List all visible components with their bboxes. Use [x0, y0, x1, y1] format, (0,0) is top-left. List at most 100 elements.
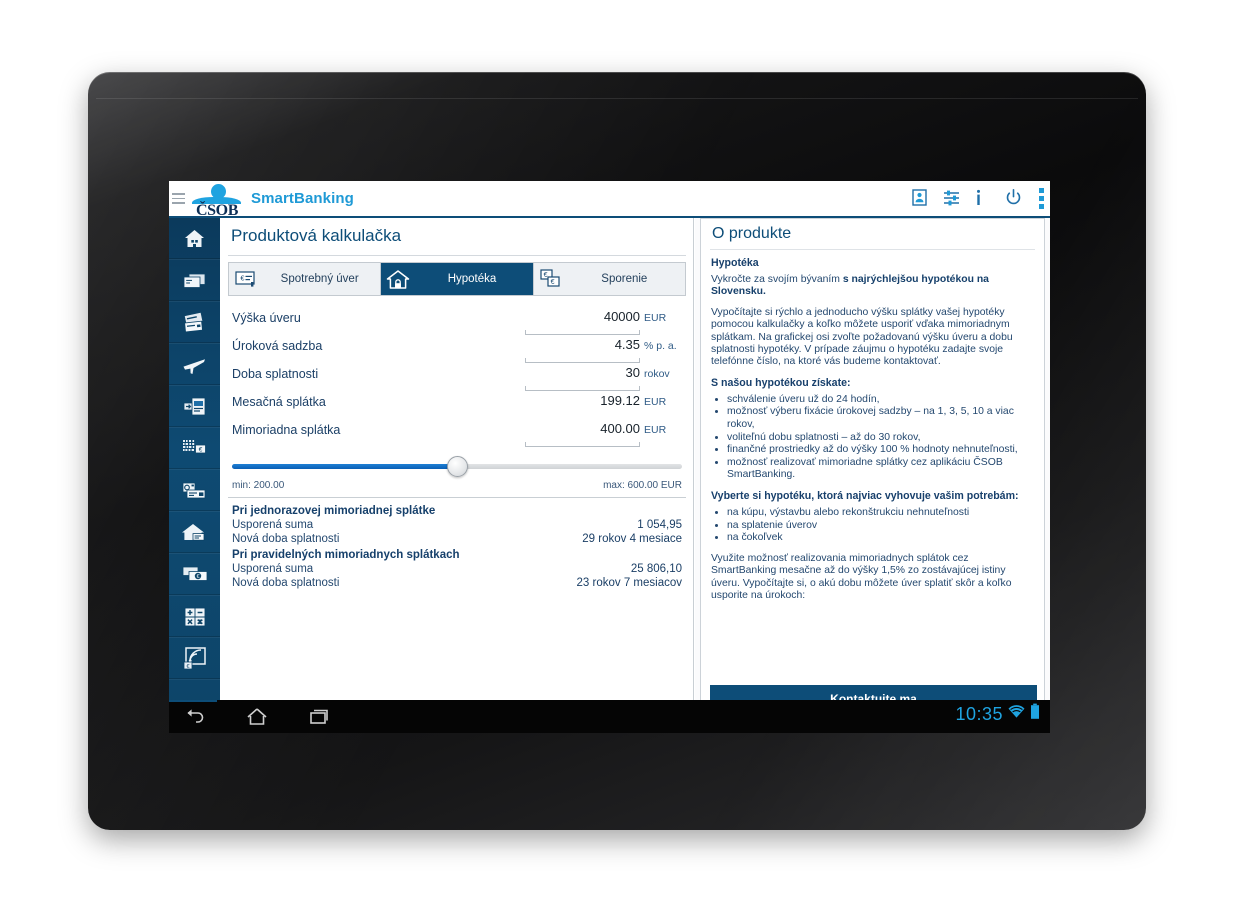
- list-item: voliteľnú dobu splatnosti – až do 30 rok…: [727, 432, 1035, 445]
- result-group-heading: Pri jednorazovej mimoriadnej splátke: [232, 505, 436, 517]
- title-divider: [228, 255, 686, 256]
- info-icon[interactable]: [974, 189, 991, 208]
- slider-fill: [232, 464, 457, 469]
- result-row: Usporená suma 25 806,10: [228, 562, 686, 576]
- transfer-device-icon: [183, 396, 207, 417]
- wifi-icon: [1007, 704, 1026, 725]
- slider-min-label: min: 200.00: [232, 480, 285, 491]
- euro-notes-icon: € €: [534, 269, 568, 289]
- field-label: Úroková sadzba: [232, 339, 323, 353]
- product-info-title: O produkte: [712, 225, 792, 242]
- product-paragraph-2: Využite možnosť realizovania mimoriadnyc…: [711, 552, 1012, 601]
- house-lock-icon: [381, 269, 415, 290]
- sidebar-item-home[interactable]: [169, 218, 220, 260]
- field-value: 199.12: [600, 393, 640, 408]
- sidebar-item-transfer[interactable]: [169, 386, 220, 428]
- product-paragraph-1: Vypočítajte si rýchlo a jednoducho výšku…: [711, 306, 1013, 368]
- field-mimoriadna-splatka[interactable]: Mimoriadna splátka 400.00 EUR: [228, 418, 686, 447]
- field-underline: [525, 330, 640, 335]
- status-area: 10:35: [955, 703, 1040, 725]
- power-icon[interactable]: [1005, 189, 1022, 208]
- field-vyska-uveru[interactable]: Výška úveru 40000 EUR: [228, 306, 686, 335]
- product-info-divider: [710, 249, 1035, 250]
- sidebar-item-photo-payment[interactable]: [169, 470, 220, 512]
- sidebar-item-payments[interactable]: [169, 302, 220, 344]
- product-intro: Vykročte za svojím bývaním s najrýchlejš…: [711, 274, 1035, 299]
- app-title: SmartBanking: [251, 190, 354, 207]
- status-clock: 10:35: [955, 703, 1003, 724]
- result-label: Usporená suma: [232, 563, 314, 575]
- cards-stack-icon: [182, 311, 207, 334]
- svg-text:€: €: [199, 446, 203, 453]
- choose-heading: Vyberte si hypotéku, ktorá najviac vyhov…: [711, 490, 1019, 502]
- field-value[interactable]: 40000: [603, 309, 640, 324]
- mimoriadna-splatka-slider[interactable]: [232, 456, 682, 477]
- product-heading: Hypotéka: [711, 257, 759, 269]
- field-doba-splatnosti[interactable]: Doba splatnosti 30 rokov: [228, 362, 686, 391]
- field-underline: [525, 442, 640, 447]
- sidebar-item-cash[interactable]: €: [169, 554, 220, 596]
- result-value: 25 806,10: [630, 563, 682, 575]
- contactless-signal-icon: €: [183, 647, 207, 670]
- sidebar: €: [169, 218, 220, 733]
- recents-icon[interactable]: [307, 705, 331, 728]
- field-value[interactable]: 4.35: [614, 337, 640, 352]
- svg-text:€: €: [186, 664, 190, 670]
- list-item: na kúpu, výstavbu alebo rekonštrukciu ne…: [727, 507, 1035, 520]
- product-info-panel: O produkte Hypotéka Vykročte za svojím b…: [695, 218, 1050, 733]
- logo-dot-shape: [211, 184, 226, 199]
- sidebar-item-calculator[interactable]: [169, 596, 220, 638]
- field-label: Mesačná splátka: [232, 395, 326, 409]
- choices-list: na kúpu, výstavbu alebo rekonštrukciu ne…: [727, 507, 1035, 545]
- hamburger-icon[interactable]: [172, 193, 185, 205]
- home-outline-icon[interactable]: [245, 705, 269, 728]
- qr-code-icon: €: [182, 438, 207, 459]
- field-urokova-sadzba[interactable]: Úroková sadzba 4.35 % p. a.: [228, 334, 686, 363]
- sidebar-item-qrcode[interactable]: €: [169, 428, 220, 470]
- sidebar-item-mortgage[interactable]: [169, 512, 220, 554]
- field-unit: EUR: [644, 396, 667, 408]
- slider-thumb[interactable]: [446, 456, 468, 477]
- back-arrow-icon[interactable]: [183, 705, 207, 728]
- battery-icon: [1030, 703, 1040, 725]
- svg-text:€: €: [240, 274, 244, 283]
- tab-spotrebny-uver[interactable]: € Spotrebný úver: [229, 263, 382, 295]
- field-underline: [525, 358, 640, 363]
- android-navigation-bar: 10:35: [169, 700, 1050, 733]
- tab-bar: € Spotrebný úver Hypotéka: [228, 262, 686, 296]
- page-title: Produktová kalkulačka: [231, 226, 402, 245]
- svg-text:€: €: [550, 279, 554, 286]
- result-label: Nová doba splatnosti: [232, 577, 340, 589]
- list-item: schválenie úveru už do 24 hodín,: [727, 394, 1035, 407]
- result-row: Nová doba splatnosti 29 rokov 4 mesiace: [228, 532, 686, 546]
- field-value[interactable]: 400.00: [600, 421, 640, 436]
- field-value[interactable]: 30: [625, 365, 640, 380]
- sidebar-item-accounts[interactable]: [169, 260, 220, 302]
- svg-text:€: €: [196, 574, 199, 580]
- logo-bar-shape: [192, 197, 241, 204]
- list-item: finančné prostriedky až do výšky 100 % h…: [727, 444, 1035, 457]
- tab-sporenie[interactable]: € € Sporenie: [533, 263, 685, 295]
- field-unit: EUR: [644, 312, 667, 324]
- overflow-menu-icon[interactable]: [1039, 188, 1044, 209]
- intro-bold: s najrýchlejšou hypotékou na Slovensku.: [711, 274, 989, 298]
- logo-text: ČSOB: [196, 202, 238, 219]
- field-label: Mimoriadna splátka: [232, 423, 341, 437]
- result-group-heading: Pri pravidelných mimoriadnych splátkach: [232, 549, 460, 561]
- bezel-seam: [96, 98, 1138, 99]
- sidebar-item-branches[interactable]: €: [169, 638, 220, 680]
- list-item: na čokoľvek: [727, 532, 1035, 545]
- settings-sliders-icon[interactable]: [943, 189, 960, 208]
- result-row: Usporená suma 1 054,95: [228, 518, 686, 532]
- list-item: na splatenie úverov: [727, 520, 1035, 533]
- list-item: možnosť výberu fixácie úrokovej sadzby –…: [727, 406, 1035, 431]
- contact-card-icon[interactable]: [912, 189, 929, 208]
- nav-accent-stripe: [169, 700, 217, 702]
- tab-label: Hypotéka: [447, 273, 497, 285]
- calculator-icon: [184, 607, 206, 627]
- tab-hypoteka[interactable]: Hypotéka: [381, 263, 534, 295]
- tablet-screen: ČSOB SmartBanking: [169, 181, 1050, 733]
- field-unit: rokov: [644, 368, 670, 380]
- app-header: ČSOB SmartBanking: [169, 181, 1050, 219]
- sidebar-item-travel[interactable]: [169, 344, 220, 386]
